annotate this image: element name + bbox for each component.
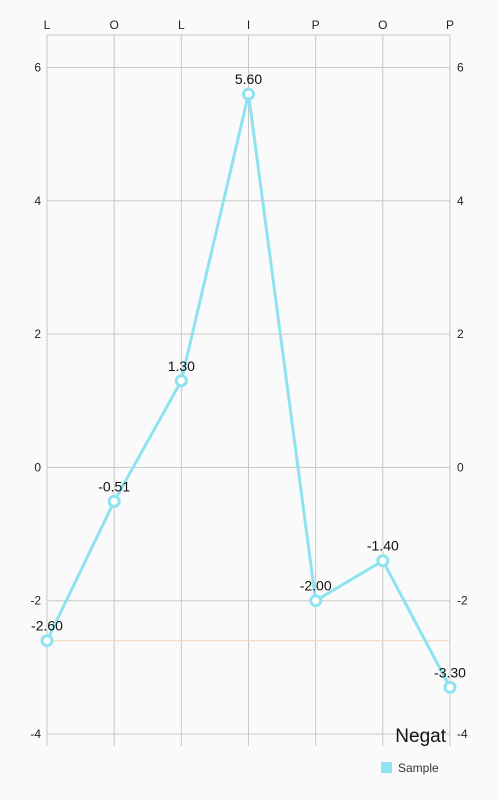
- x-tick-label: O: [378, 18, 387, 32]
- legend-label-sample: Sample: [398, 761, 439, 775]
- x-tick-label: P: [446, 18, 454, 32]
- x-tick-label: O: [109, 18, 118, 32]
- data-labels: -2.60 -0.51 1.30 5.60 -2.00 -1.40 -3.30: [31, 71, 466, 680]
- y-tick-label-left: -4: [30, 727, 41, 741]
- y-tick-label-left: 2: [34, 327, 41, 341]
- y-tick-label-right: 6: [457, 61, 464, 75]
- y-tick-label-left: -2: [30, 594, 41, 608]
- y-tick-label-left: 0: [34, 460, 41, 474]
- data-point: [174, 374, 188, 388]
- legend-swatch-sample: [381, 762, 392, 773]
- x-tick-label: L: [44, 18, 51, 32]
- data-label: -2.00: [300, 578, 332, 594]
- chart-description: Negat: [395, 726, 446, 747]
- series-sample: [40, 87, 457, 694]
- y-tick-label-left: 4: [34, 194, 41, 208]
- data-point: [443, 680, 457, 694]
- y-axis-left-ticks: -4 -2 0 2 4 6: [30, 61, 41, 742]
- x-tick-label: P: [312, 18, 320, 32]
- legend: Sample: [381, 761, 439, 775]
- data-point: [40, 634, 54, 648]
- x-tick-label: L: [178, 18, 185, 32]
- data-label: -2.60: [31, 618, 63, 634]
- data-point: [242, 87, 255, 101]
- data-point: [376, 554, 390, 568]
- data-label: -1.40: [367, 538, 399, 554]
- data-point: [107, 494, 121, 508]
- x-tick-label: I: [247, 18, 250, 32]
- y-tick-label-right: -2: [457, 594, 468, 608]
- data-label: 1.30: [168, 358, 195, 374]
- y-axis-right-ticks: -4 -2 0 2 4 6: [457, 61, 468, 742]
- y-tick-label-right: 2: [457, 327, 464, 341]
- data-label: -0.51: [98, 478, 130, 494]
- y-tick-label-right: -4: [457, 727, 468, 741]
- y-tick-label-left: 6: [34, 61, 41, 75]
- grid-lines: [46, 34, 451, 746]
- data-point: [309, 594, 323, 608]
- data-label: -3.30: [434, 664, 466, 680]
- data-label: 5.60: [235, 71, 262, 87]
- y-tick-label-right: 4: [457, 194, 464, 208]
- y-tick-label-right: 0: [457, 460, 464, 474]
